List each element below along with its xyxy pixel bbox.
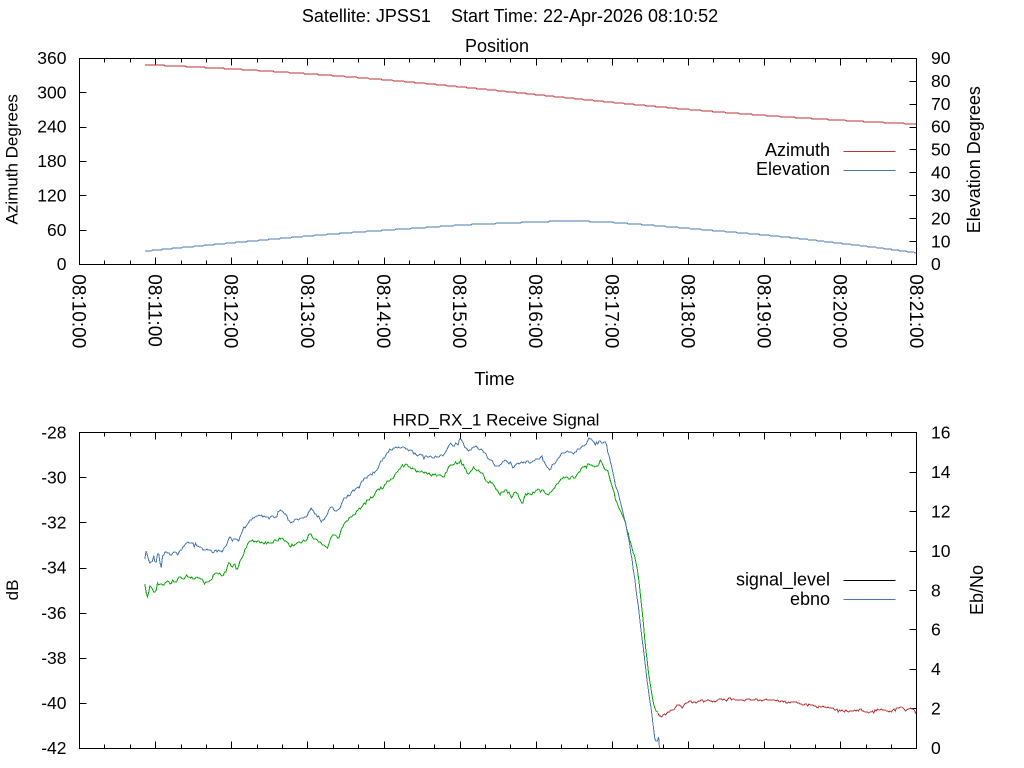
svg-text:08:17:00: 08:17:00 bbox=[600, 274, 621, 348]
svg-text:240: 240 bbox=[37, 117, 66, 137]
svg-text:60: 60 bbox=[931, 117, 951, 137]
svg-text:Time: Time bbox=[474, 368, 514, 389]
svg-text:120: 120 bbox=[37, 185, 66, 205]
svg-text:08:19:00: 08:19:00 bbox=[753, 274, 774, 348]
svg-text:Azimuth: Azimuth bbox=[765, 140, 830, 160]
svg-text:-42: -42 bbox=[41, 738, 66, 758]
svg-text:Elevation: Elevation bbox=[756, 159, 830, 179]
svg-text:-36: -36 bbox=[41, 603, 66, 623]
svg-text:0: 0 bbox=[931, 254, 941, 274]
svg-text:90: 90 bbox=[931, 48, 951, 68]
svg-text:08:21:00: 08:21:00 bbox=[905, 274, 926, 348]
svg-text:30: 30 bbox=[931, 185, 951, 205]
svg-text:Position: Position bbox=[465, 36, 529, 56]
svg-text:16: 16 bbox=[931, 423, 950, 443]
svg-text:Azimuth Degrees: Azimuth Degrees bbox=[3, 94, 22, 224]
svg-text:360: 360 bbox=[37, 48, 66, 68]
svg-text:10: 10 bbox=[931, 541, 951, 561]
svg-text:4: 4 bbox=[931, 659, 941, 679]
svg-text:180: 180 bbox=[37, 151, 66, 171]
svg-text:20: 20 bbox=[931, 208, 951, 228]
svg-text:10: 10 bbox=[931, 231, 951, 251]
svg-text:-38: -38 bbox=[41, 648, 66, 668]
svg-text:14: 14 bbox=[931, 462, 951, 482]
svg-text:08:16:00: 08:16:00 bbox=[524, 274, 545, 348]
svg-text:8: 8 bbox=[931, 580, 941, 600]
svg-text:08:15:00: 08:15:00 bbox=[448, 274, 469, 348]
svg-text:-40: -40 bbox=[41, 693, 67, 713]
svg-text:HRD_RX_1 Receive Signal: HRD_RX_1 Receive Signal bbox=[393, 410, 600, 429]
svg-text:08:14:00: 08:14:00 bbox=[372, 274, 393, 348]
svg-text:Elevation Degrees: Elevation Degrees bbox=[964, 86, 984, 233]
svg-text:signal_level: signal_level bbox=[736, 570, 830, 591]
svg-text:08:13:00: 08:13:00 bbox=[296, 274, 317, 348]
svg-text:6: 6 bbox=[931, 620, 941, 640]
svg-text:0: 0 bbox=[931, 738, 941, 758]
svg-text:dB: dB bbox=[3, 580, 22, 601]
svg-text:12: 12 bbox=[931, 501, 950, 521]
svg-text:70: 70 bbox=[931, 94, 951, 114]
svg-text:300: 300 bbox=[37, 82, 66, 102]
svg-text:ebno: ebno bbox=[790, 589, 830, 609]
svg-text:Eb/No: Eb/No bbox=[967, 565, 987, 615]
svg-text:08:12:00: 08:12:00 bbox=[220, 274, 241, 348]
svg-text:-32: -32 bbox=[41, 513, 66, 533]
svg-text:50: 50 bbox=[931, 140, 951, 160]
svg-text:40: 40 bbox=[931, 163, 951, 183]
svg-text:60: 60 bbox=[47, 220, 67, 240]
svg-text:0: 0 bbox=[57, 254, 67, 274]
svg-text:80: 80 bbox=[931, 71, 951, 91]
svg-text:08:10:00: 08:10:00 bbox=[67, 274, 88, 348]
svg-text:08:18:00: 08:18:00 bbox=[676, 274, 697, 348]
svg-text:08:20:00: 08:20:00 bbox=[829, 274, 850, 348]
svg-text:-30: -30 bbox=[41, 468, 67, 488]
svg-text:08:11:00: 08:11:00 bbox=[144, 274, 165, 347]
svg-text:Satellite: JPSS1 Start Time: Satellite: JPSS1 Start Time: 22-Apr-2026… bbox=[302, 6, 718, 26]
svg-text:-28: -28 bbox=[41, 423, 66, 443]
svg-text:-34: -34 bbox=[41, 558, 67, 578]
svg-text:2: 2 bbox=[931, 699, 941, 719]
